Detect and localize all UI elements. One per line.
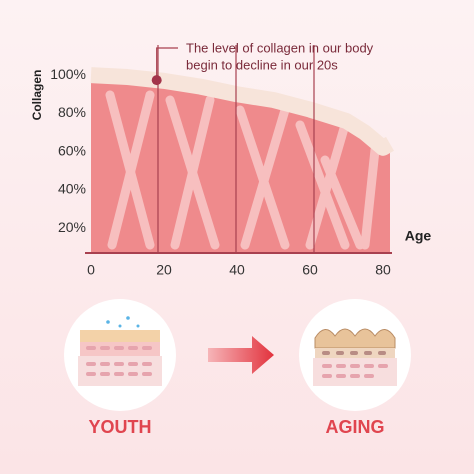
fiber bbox=[305, 120, 350, 250]
x-axis-label: Age bbox=[405, 228, 432, 244]
fiber bbox=[360, 145, 380, 250]
collagen-area bbox=[91, 75, 390, 253]
fiber bbox=[240, 105, 290, 250]
annotation: The level of collagen in our body bbox=[186, 40, 374, 55]
y-tick-label: 100% bbox=[50, 66, 86, 82]
annotation: begin to decline in our 20s bbox=[186, 57, 338, 72]
annotation-dot bbox=[151, 75, 162, 86]
y-tick-label: 20% bbox=[58, 219, 86, 235]
y-tick-label: 80% bbox=[58, 104, 86, 120]
x-tick-label: 0 bbox=[87, 262, 95, 278]
y-tick-label: 60% bbox=[58, 142, 86, 158]
x-tick-label: 20 bbox=[156, 262, 172, 278]
x-tick-label: 60 bbox=[302, 262, 318, 278]
youth-illustration bbox=[64, 299, 176, 411]
fibers bbox=[105, 90, 380, 250]
fiber bbox=[170, 95, 215, 250]
aging-illustration bbox=[299, 299, 411, 411]
panel-label: AGING bbox=[325, 417, 384, 437]
x-tick-label: 40 bbox=[229, 262, 245, 278]
arrow bbox=[208, 336, 274, 374]
y-axis-label: Collagen bbox=[30, 70, 44, 121]
annotation-leader bbox=[156, 47, 178, 81]
plot bbox=[85, 45, 394, 254]
panel-label: YOUTH bbox=[89, 417, 152, 437]
y-tick-label: 40% bbox=[58, 181, 86, 197]
x-tick-label: 80 bbox=[375, 262, 391, 278]
fiber bbox=[320, 155, 365, 250]
fiber bbox=[107, 90, 155, 250]
fiber bbox=[295, 120, 350, 250]
